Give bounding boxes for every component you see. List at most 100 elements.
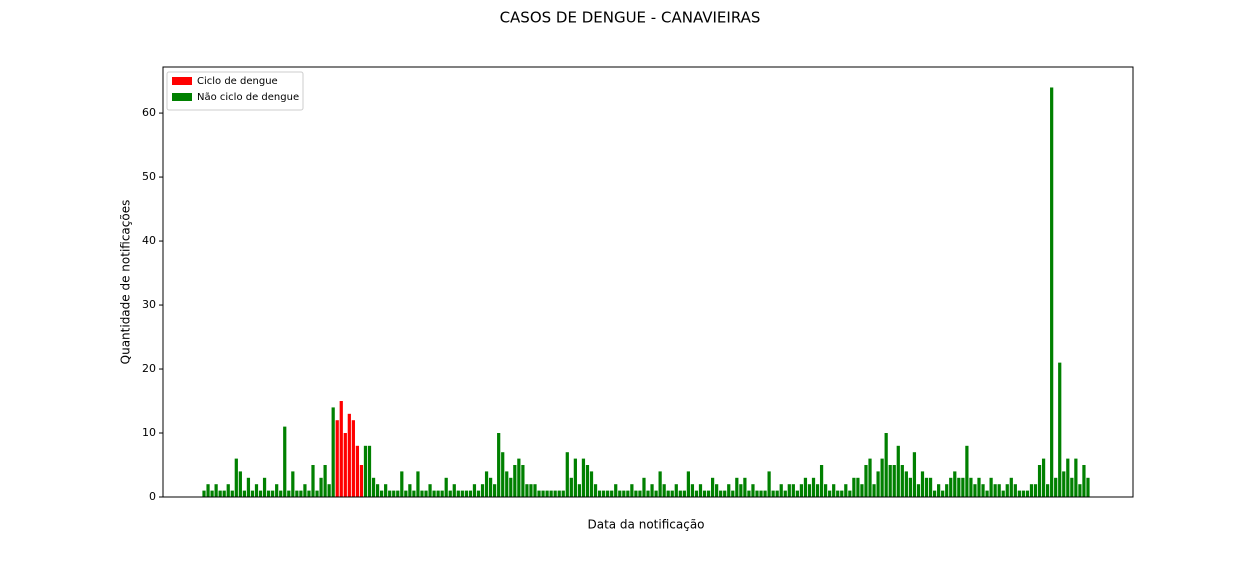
bar <box>682 490 686 497</box>
bar <box>614 484 618 497</box>
bar <box>953 471 957 497</box>
bar <box>303 484 307 497</box>
bar <box>650 484 654 497</box>
bar <box>1062 471 1066 497</box>
bar <box>775 490 779 497</box>
bar <box>488 477 493 497</box>
bar <box>371 477 376 497</box>
bar <box>759 490 763 497</box>
bar <box>949 477 953 497</box>
legend-label: Ciclo de dengue <box>197 76 278 87</box>
bar <box>694 490 699 497</box>
bar <box>928 477 933 497</box>
bar <box>1082 465 1086 497</box>
bar <box>339 401 343 497</box>
bar <box>436 490 440 497</box>
bar <box>941 490 945 497</box>
bar <box>965 445 969 497</box>
bar <box>1017 490 1021 497</box>
bar <box>690 484 695 497</box>
bar <box>674 484 678 497</box>
bar <box>610 490 614 497</box>
bar <box>230 490 234 497</box>
bar <box>1070 477 1074 497</box>
bar <box>1001 490 1005 497</box>
y-tick-label: 0 <box>149 490 156 503</box>
bar <box>1078 484 1082 497</box>
bar <box>569 477 573 497</box>
bar <box>355 445 360 497</box>
bar <box>359 465 364 497</box>
bar <box>819 465 824 497</box>
y-tick-label: 30 <box>142 298 156 311</box>
bar <box>1046 484 1050 497</box>
bar <box>440 490 444 497</box>
bar <box>1005 484 1009 497</box>
bar <box>803 477 808 497</box>
bar <box>876 471 880 497</box>
bar <box>795 490 799 497</box>
bar <box>900 465 904 497</box>
bar <box>497 433 501 497</box>
bar <box>844 484 848 497</box>
bar <box>396 490 400 497</box>
bar <box>549 490 553 497</box>
bar <box>864 465 868 497</box>
bar <box>892 465 896 497</box>
bar <box>266 490 271 497</box>
bar <box>880 458 884 497</box>
bar <box>400 471 404 497</box>
bar <box>924 477 929 497</box>
bar <box>626 490 630 497</box>
bar <box>997 484 1001 497</box>
bar <box>537 490 541 497</box>
bar <box>484 471 489 497</box>
bar <box>884 433 888 497</box>
bar <box>836 490 840 497</box>
bar <box>597 490 602 497</box>
bar <box>404 490 408 497</box>
bar <box>363 445 368 497</box>
bar <box>638 490 642 497</box>
bar <box>860 484 864 497</box>
bar <box>735 477 739 497</box>
bar <box>456 490 460 497</box>
bar <box>380 490 384 497</box>
bar <box>1086 477 1090 497</box>
bar <box>747 490 751 497</box>
bar <box>468 490 473 497</box>
bar <box>585 465 590 497</box>
bar <box>888 465 892 497</box>
bar <box>618 490 622 497</box>
bar <box>973 484 977 497</box>
bar <box>945 484 949 497</box>
bar <box>254 484 259 497</box>
bar <box>234 458 238 497</box>
bar <box>710 477 715 497</box>
bar <box>755 490 759 497</box>
bar <box>1021 490 1026 497</box>
bar <box>416 471 420 497</box>
y-tick-label: 60 <box>142 106 156 119</box>
bar <box>985 490 989 497</box>
bar <box>581 458 586 497</box>
y-tick-label: 40 <box>142 234 156 247</box>
bar <box>291 471 295 497</box>
bar <box>723 490 727 497</box>
bar <box>493 484 497 497</box>
bar <box>1050 87 1054 497</box>
bar <box>832 484 836 497</box>
bar <box>634 490 638 497</box>
bar <box>250 490 255 497</box>
bar <box>577 484 582 497</box>
bar <box>904 471 908 497</box>
bar <box>529 484 533 497</box>
bar <box>932 490 937 497</box>
bar <box>545 490 549 497</box>
bar <box>384 484 388 497</box>
bar <box>908 477 912 497</box>
bar <box>937 484 941 497</box>
bar <box>222 490 226 497</box>
bar <box>501 452 505 497</box>
